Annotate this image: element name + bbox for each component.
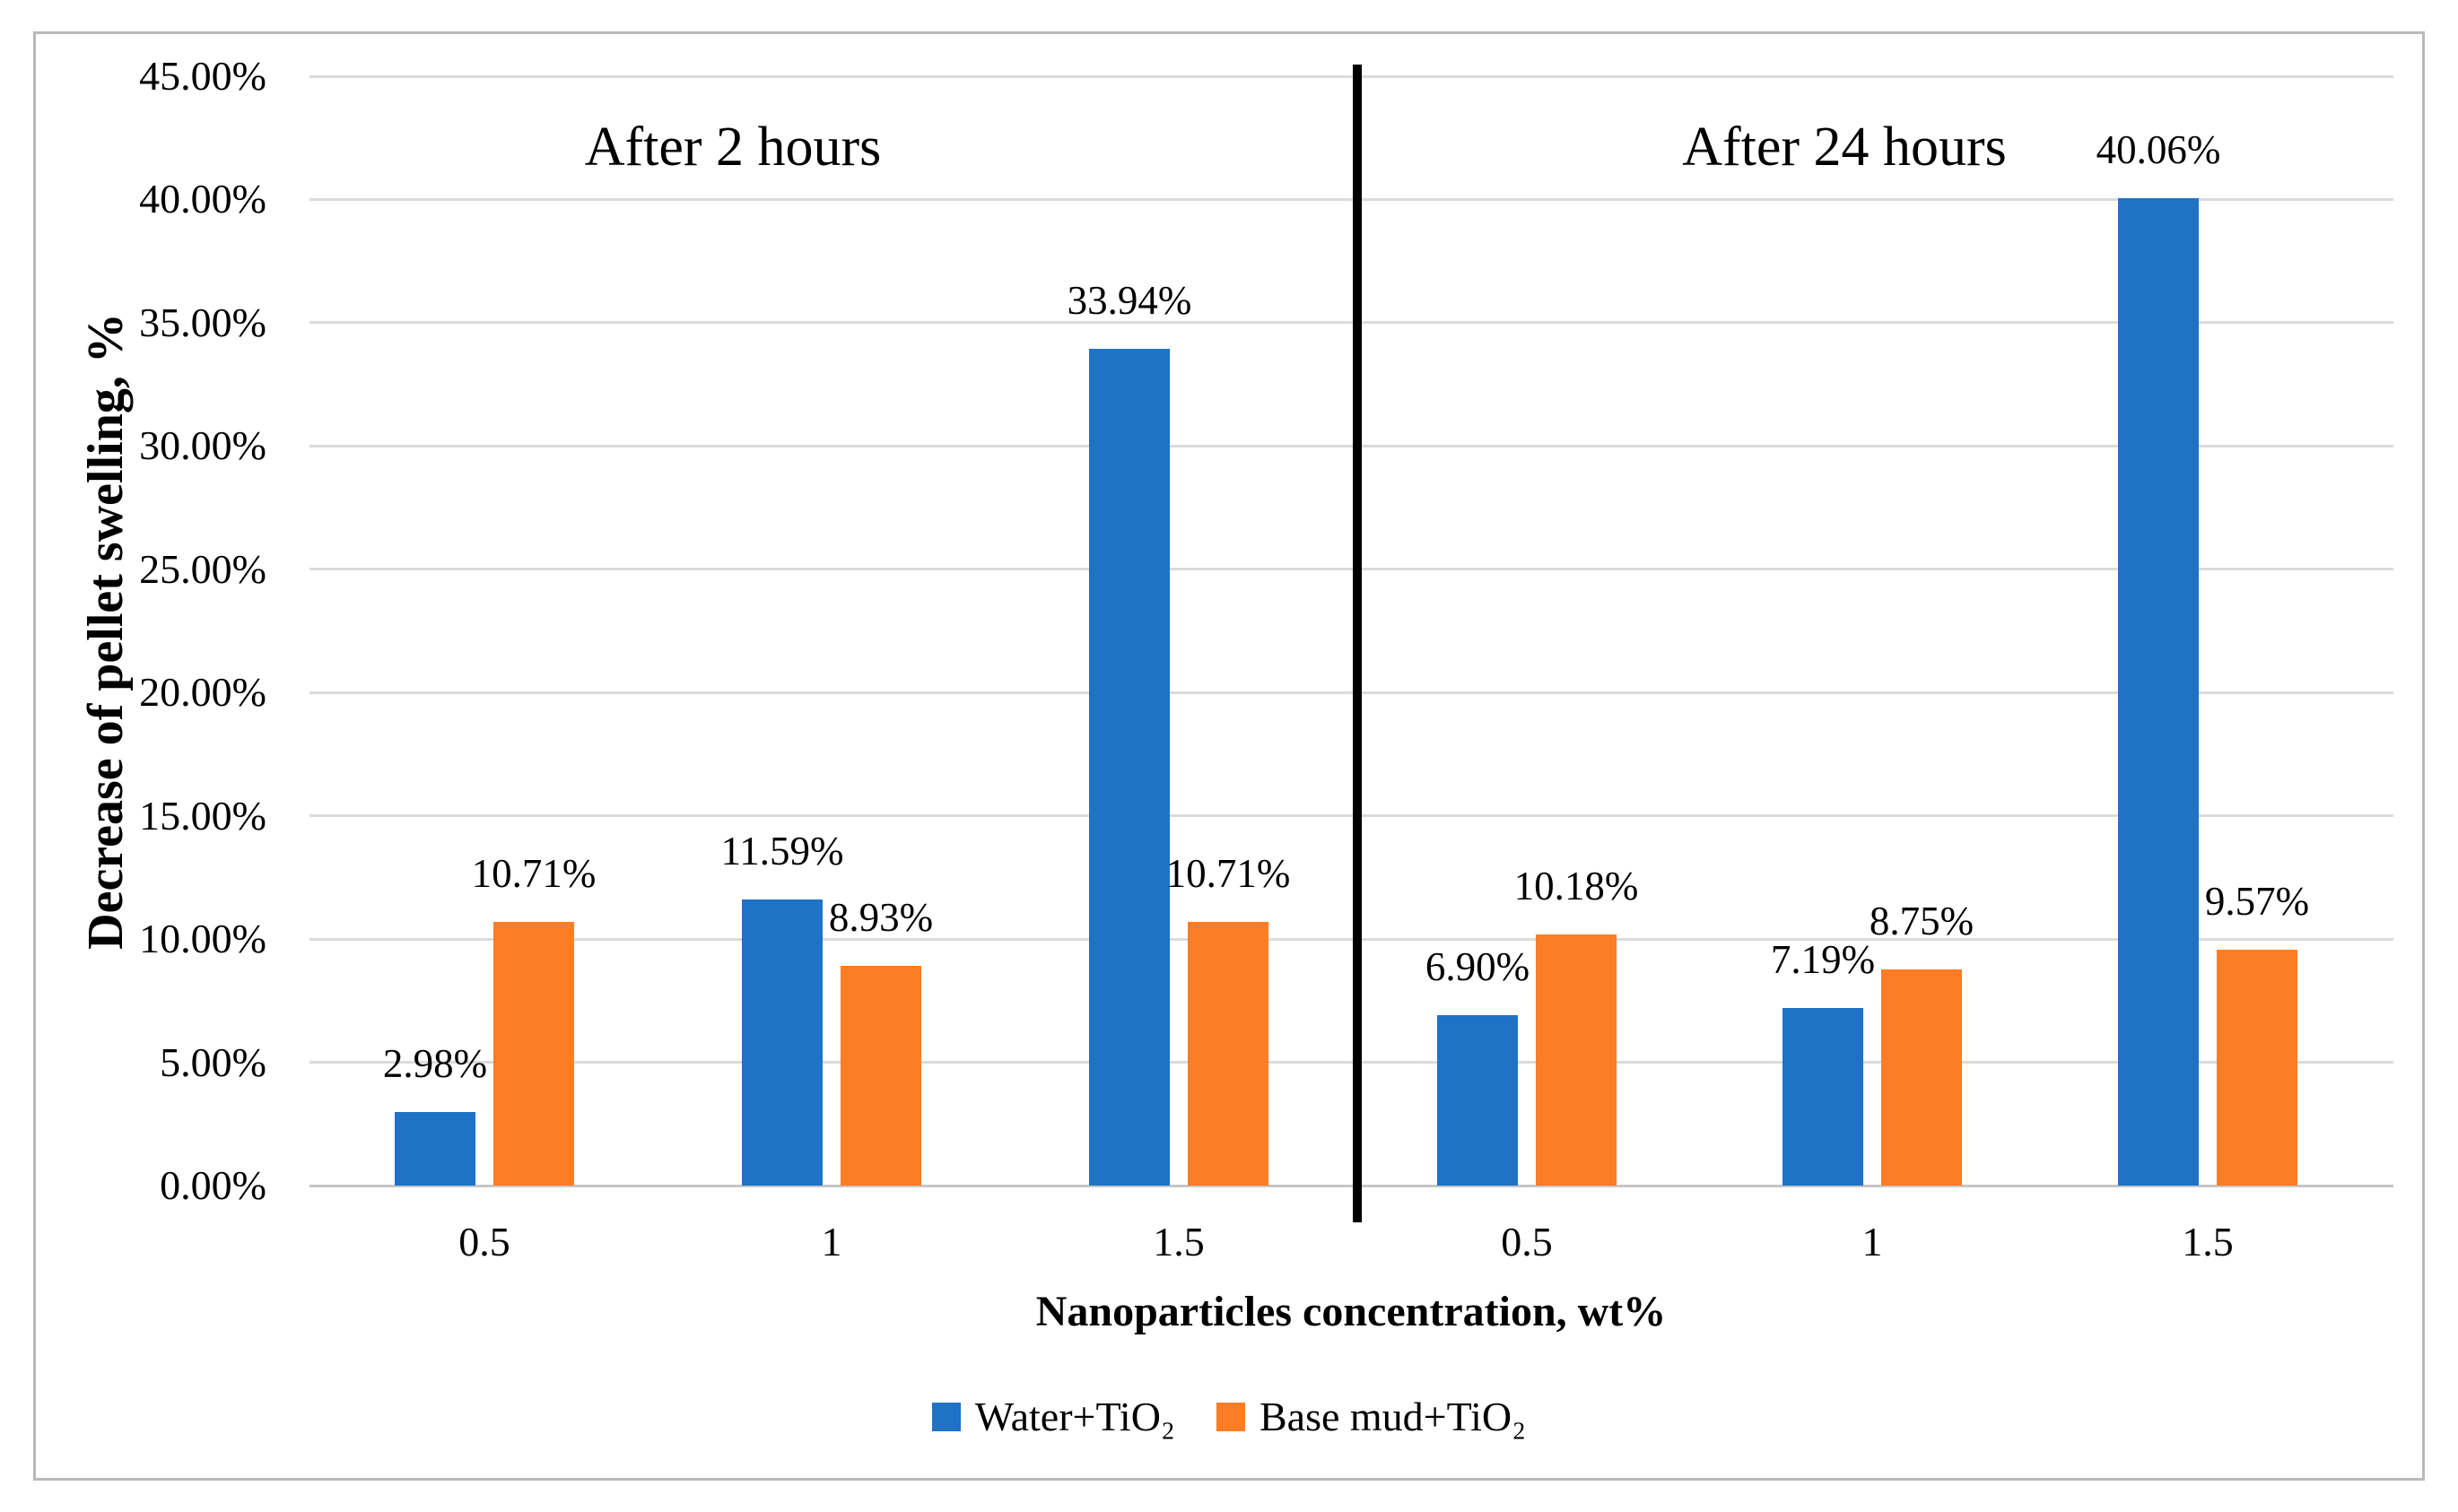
bar-water-tio2-0.5	[395, 1112, 475, 1186]
y-tick-label-20: 20.00%	[139, 669, 266, 716]
gridline-35	[309, 321, 2393, 325]
x-tick-label: 1	[1861, 1219, 1883, 1264]
bar-base-mud-tio2-1.5	[1188, 921, 1268, 1186]
y-axis-title: Decrease of pellet swelling, %	[78, 313, 134, 950]
bar-base-mud-tio2-1.5	[2217, 949, 2297, 1186]
bar-water-tio2-1	[1782, 1008, 1863, 1186]
gridline-0	[309, 1184, 2393, 1187]
data-label: 2.98%	[382, 1041, 488, 1087]
legend-label-base-mud-tio2: Base mud+TiO₂	[1259, 1394, 1527, 1439]
x-tick-label: 0.5	[1501, 1219, 1553, 1264]
y-tick-label-45: 45.00%	[139, 53, 266, 99]
bar-base-mud-tio2-0.5	[1536, 934, 1617, 1186]
gridline-40	[309, 197, 2393, 201]
x-axis-title: Nanoparticles concentration, wt%	[1035, 1288, 1667, 1335]
data-label: 8.75%	[1869, 899, 1974, 944]
gridline-10	[309, 937, 2393, 941]
gridline-5	[309, 1061, 2393, 1064]
bar-base-mud-tio2-1	[841, 965, 921, 1186]
bar-water-tio2-0.5	[1437, 1015, 1518, 1186]
data-label: 8.93%	[828, 894, 934, 940]
data-label: 6.90%	[1425, 944, 1530, 990]
bar-base-mud-tio2-1	[1881, 969, 1962, 1186]
bar-water-tio2-1	[742, 899, 823, 1186]
y-tick-label-0: 0.00%	[160, 1162, 266, 1208]
y-tick-label-30: 30.00%	[139, 422, 266, 469]
data-label: 10.71%	[471, 850, 597, 896]
legend: Water+TiO₂ Base mud+TiO₂	[33, 1390, 2425, 1444]
legend-swatch-base-mud-tio2	[1216, 1403, 1245, 1431]
gridline-15	[309, 814, 2393, 818]
section-divider-line	[1353, 65, 1362, 1222]
legend-label-water-tio2: Water+TiO₂	[974, 1394, 1175, 1439]
y-tick-label-25: 25.00%	[139, 545, 266, 592]
data-label: 7.19%	[1770, 937, 1876, 983]
y-tick-label-40: 40.00%	[139, 176, 266, 222]
gridline-25	[309, 568, 2393, 571]
y-tick-label-10: 10.00%	[139, 916, 266, 962]
data-label: 10.18%	[1513, 864, 1639, 909]
y-tick-label-35: 35.00%	[139, 299, 266, 345]
y-tick-label-15: 15.00%	[139, 792, 266, 839]
legend-item-base-mud-tio2: Base mud+TiO₂	[1216, 1390, 1526, 1444]
bar-water-tio2-1.5	[2118, 197, 2199, 1186]
data-label: 9.57%	[2204, 878, 2310, 924]
data-label: 10.71%	[1165, 850, 1291, 896]
x-tick-label: 1.5	[1153, 1219, 1205, 1264]
x-tick-label: 1.5	[2182, 1219, 2234, 1264]
section-title-after-2-hours: After 2 hours	[584, 117, 882, 178]
legend-item-water-tio2: Water+TiO₂	[931, 1390, 1175, 1444]
section-title-after-24-hours: After 24 hours	[1682, 117, 2007, 178]
bar-water-tio2-1.5	[1089, 349, 1170, 1186]
x-tick-label: 0.5	[458, 1219, 510, 1264]
gridline-20	[309, 691, 2393, 694]
data-label: 11.59%	[720, 829, 844, 874]
gridline-30	[309, 444, 2393, 448]
data-label: 33.94%	[1067, 278, 1192, 324]
y-tick-label-5: 5.00%	[160, 1038, 266, 1085]
legend-swatch-water-tio2	[931, 1403, 961, 1431]
bar-base-mud-tio2-0.5	[493, 921, 574, 1186]
figure-border	[33, 31, 2425, 1481]
gridline-45	[309, 74, 2393, 78]
data-label: 40.06%	[2096, 126, 2221, 172]
x-tick-label: 1	[821, 1219, 842, 1264]
